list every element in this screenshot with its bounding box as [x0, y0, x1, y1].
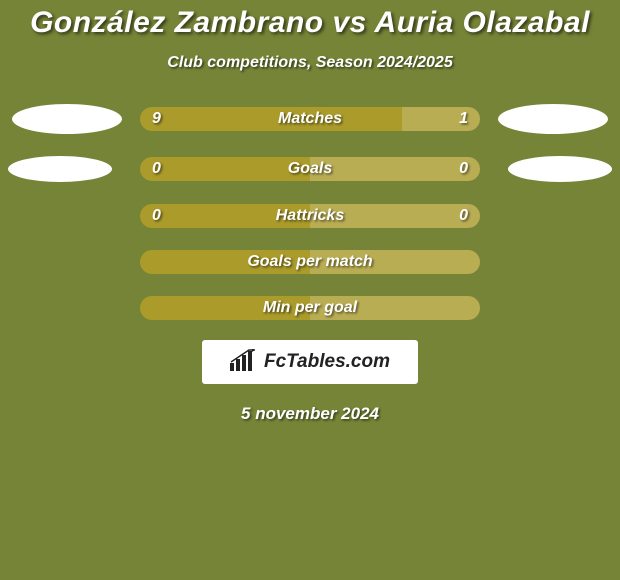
stat-bar-right-fill: [310, 250, 480, 274]
stat-row: Goals per match: [0, 250, 620, 274]
stat-bar: Goals per match: [140, 250, 480, 274]
stat-bar: Goals00: [140, 157, 480, 181]
stat-bar-left-fill: [140, 250, 310, 274]
stat-row: Matches91: [0, 104, 620, 134]
stat-bar-left-fill: [140, 107, 402, 131]
comparison-infographic: González Zambrano vs Auria Olazabal Club…: [0, 0, 620, 580]
page-title: González Zambrano vs Auria Olazabal: [0, 0, 620, 40]
stat-bar-right-fill: [402, 107, 480, 131]
stat-bar-left-fill: [140, 157, 310, 181]
date-text: 5 november 2024: [0, 404, 620, 424]
stat-row: Min per goal: [0, 296, 620, 320]
stat-bar: Min per goal: [140, 296, 480, 320]
branding-text: FcTables.com: [264, 351, 390, 373]
stat-bar-right-fill: [310, 296, 480, 320]
stat-bar-left-fill: [140, 296, 310, 320]
stat-row: Goals00: [0, 156, 620, 182]
stat-bar-left-fill: [140, 204, 310, 228]
player-left-ellipse: [12, 104, 122, 134]
player-right-ellipse: [498, 104, 608, 134]
stat-rows: Matches91 Goals00 Hattricks00 Goals per mat…: [0, 104, 620, 320]
player-right-ellipse: [508, 156, 612, 182]
chart-bars-icon: [230, 349, 258, 376]
page-subtitle: Club competitions, Season 2024/2025: [0, 54, 620, 72]
stat-row: Hattricks00: [0, 204, 620, 228]
stat-bar: Hattricks00: [140, 204, 480, 228]
branding-box: FcTables.com: [202, 340, 418, 384]
stat-bar-right-fill: [310, 157, 480, 181]
stat-bar: Matches91: [140, 107, 480, 131]
player-left-ellipse: [8, 156, 112, 182]
stat-bar-right-fill: [310, 204, 480, 228]
